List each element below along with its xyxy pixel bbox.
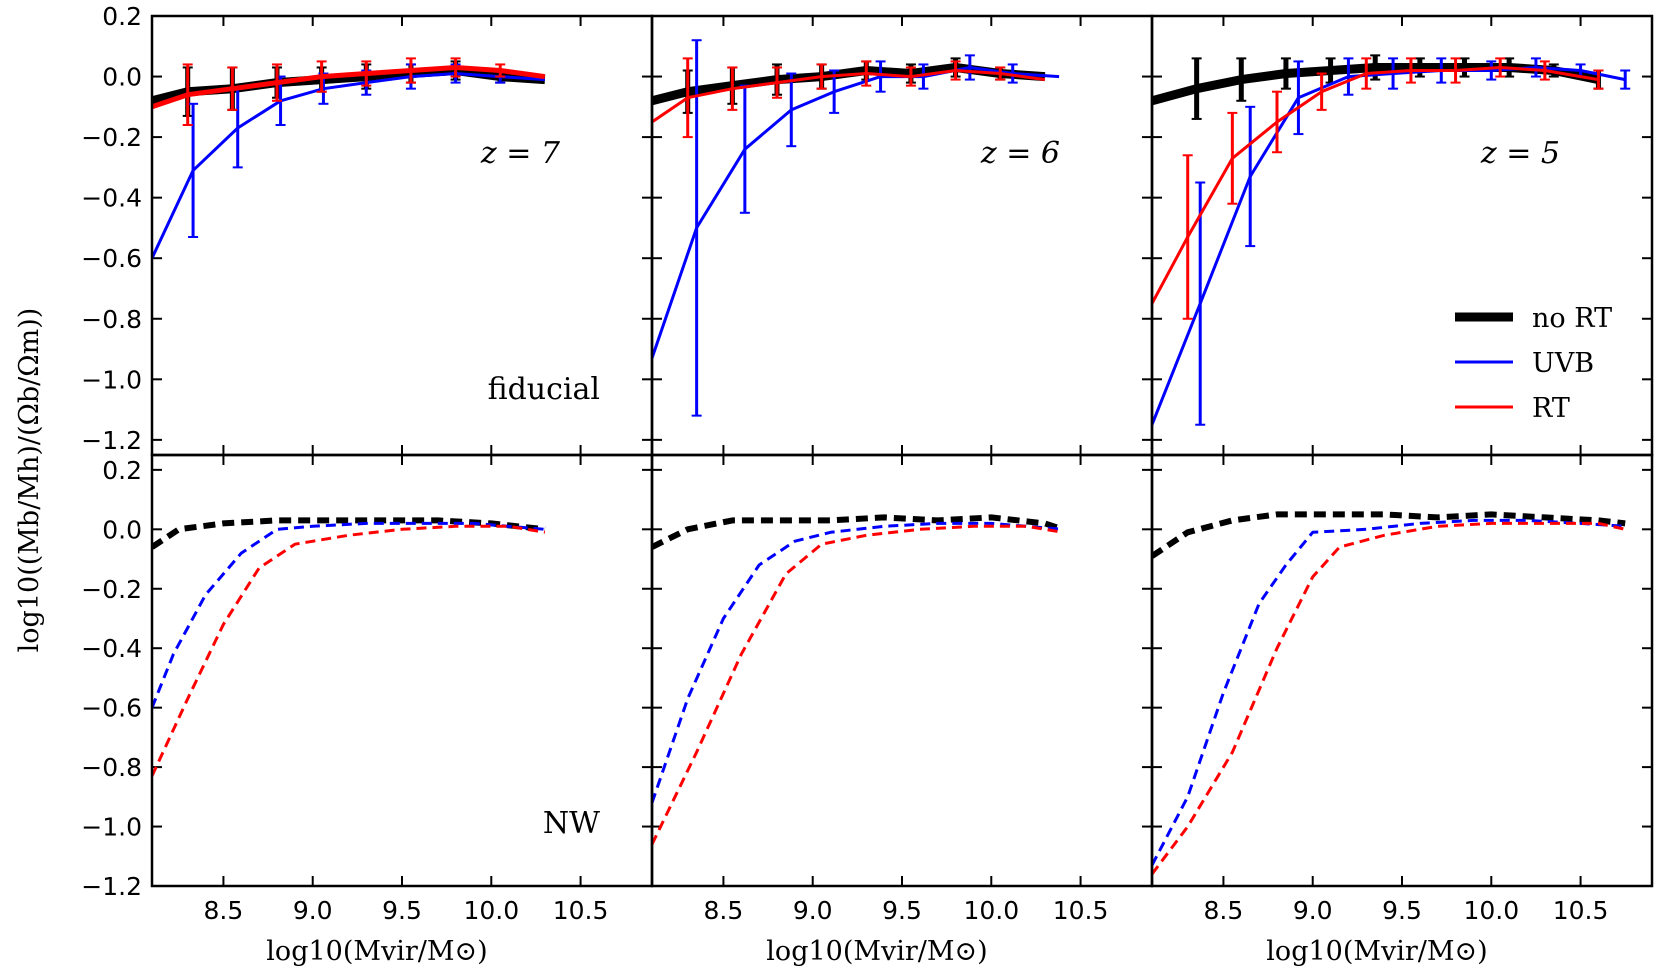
x-tick-label: 9.5	[882, 896, 922, 925]
x-tick-label: 10.0	[1463, 896, 1519, 925]
panel-plot-area	[1152, 511, 1626, 876]
y-tick-label: −0.8	[81, 305, 142, 334]
annotation-z6: z = 6	[980, 136, 1060, 171]
panel-plot-area	[152, 517, 546, 777]
panel-plot-area	[652, 514, 1064, 846]
panel-plot-area	[652, 39, 1060, 417]
x-tick-label: 9.5	[1382, 896, 1422, 925]
x-tick-label: 8.5	[1204, 896, 1244, 925]
x-tick-label: 8.5	[204, 896, 244, 925]
x-axis-label-col2: log10(Mvir/M⊙)	[766, 936, 987, 967]
y-tick-label: −0.2	[81, 123, 142, 152]
y-tick-label: −1.0	[81, 813, 142, 842]
x-tick-label: 8.5	[704, 896, 744, 925]
y-tick-label: −1.0	[81, 365, 142, 394]
x-tick-label: 10.5	[553, 896, 609, 925]
x-tick-label: 10.5	[1553, 896, 1609, 925]
legend-label-uvb: UVB	[1532, 348, 1594, 379]
series-line-rt	[652, 69, 1046, 124]
x-axis-label-col1: log10(Mvir/M⊙)	[266, 936, 487, 967]
legend-label-no-rt: no RT	[1532, 303, 1612, 334]
series-line-rt	[1152, 521, 1626, 876]
annotation-nw: NW	[543, 806, 600, 841]
y-axis-label: log10((Mb/Mh)/(Ωb/Ωm))	[14, 308, 45, 653]
x-tick-label: 9.5	[382, 896, 422, 925]
y-tick-label: −1.2	[81, 872, 142, 901]
y-tick-label: −0.2	[81, 575, 142, 604]
annotation-z5: z = 5	[1480, 136, 1560, 171]
series-line-no-rt	[1152, 511, 1626, 559]
panel-nw-col1: 0.2 0.0 −0.2 −0.4 −0.6 −0.8 −1.0 −1.2 8.5 9.0 9.5 1…	[81, 453, 654, 925]
x-tick-label: 10.5	[1053, 896, 1109, 925]
y-tick-label: −0.8	[81, 753, 142, 782]
x-tick-label: 10.0	[963, 896, 1019, 925]
y-tick-label: −0.4	[81, 634, 142, 663]
x-tick-label: 9.0	[1293, 896, 1333, 925]
panel-fiducial-col1: 0.2 0.0 −0.2 −0.4 −0.6 −0.8 −1.0 −1.2	[81, 2, 654, 457]
series-line-rt	[652, 524, 1063, 846]
series-line-uvb	[652, 66, 1060, 359]
annotation-fiducial: fiducial	[488, 372, 600, 407]
panel-plot-area	[1152, 54, 1631, 426]
y-tick-label: 0.2	[102, 456, 142, 485]
series-line-uvb	[1152, 518, 1626, 866]
y-tick-label: 0.0	[102, 515, 142, 544]
y-tick-label: −0.6	[81, 694, 142, 723]
series-line-rt	[152, 65, 546, 110]
y-tick-label: 0.2	[102, 2, 142, 31]
panel-fiducial-col2	[650, 14, 1154, 457]
panel-nw-col2: 8.5 9.0 9.5 10.0 10.5	[650, 453, 1154, 925]
legend: no RT UVB RT	[1455, 303, 1612, 424]
legend-label-rt: RT	[1532, 393, 1570, 424]
series-line-no-rt	[652, 514, 1064, 550]
y-tick-label: −0.6	[81, 244, 142, 273]
y-tick-label: 0.0	[102, 63, 142, 92]
y-tick-label: −1.2	[81, 426, 142, 455]
panel-fiducial-col3	[1150, 14, 1654, 457]
series-line-rt	[1152, 66, 1599, 305]
panel-frame	[1150, 453, 1654, 888]
x-tick-label: 10.0	[463, 896, 519, 925]
x-tick-label: 9.0	[293, 896, 333, 925]
panel-nw-col3: 8.5 9.0 9.5 10.0 10.5	[1150, 453, 1654, 925]
x-tick-label: 9.0	[793, 896, 833, 925]
plot-panels: 0.20.0−0.2−0.4−0.6−0.8−1.0−1.20.20.0−0.2…	[81, 2, 1654, 925]
y-tick-label: −0.4	[81, 184, 142, 213]
annotation-z7: z = 7	[480, 136, 561, 171]
series-line-uvb	[152, 72, 546, 259]
series-line-rt	[152, 524, 546, 777]
panel-plot-area	[152, 57, 546, 259]
x-axis-label-col3: log10(Mvir/M⊙)	[1266, 936, 1487, 967]
series-line-uvb	[652, 521, 1063, 804]
series-line-uvb	[152, 521, 546, 709]
